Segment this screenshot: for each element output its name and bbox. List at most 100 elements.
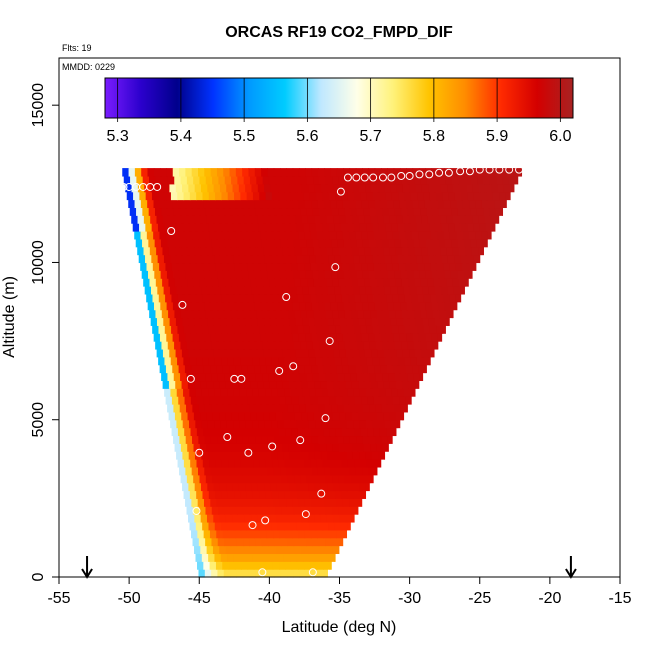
field-cell xyxy=(223,569,231,578)
field-cell xyxy=(229,435,237,444)
field-cell xyxy=(358,183,366,193)
field-cell xyxy=(436,262,444,271)
field-cell xyxy=(312,569,320,578)
field-cell xyxy=(217,404,225,413)
field-cell xyxy=(195,553,203,562)
field-cell xyxy=(192,506,200,515)
field-cell xyxy=(478,183,486,193)
field-cell xyxy=(371,451,379,460)
field-cell xyxy=(146,293,154,303)
field-cell xyxy=(217,537,225,547)
field-cell xyxy=(249,372,257,382)
field-cell xyxy=(157,223,165,232)
field-cell xyxy=(301,246,309,256)
field-cell xyxy=(229,199,237,209)
field-cell xyxy=(458,175,466,185)
field-cell xyxy=(226,419,234,429)
field-cell xyxy=(280,435,288,444)
field-cell xyxy=(232,348,240,358)
field-cell xyxy=(129,207,137,216)
field-cell xyxy=(359,254,367,264)
field-cell xyxy=(239,317,246,326)
field-cell xyxy=(364,215,372,224)
field-cell xyxy=(317,168,325,177)
field-cell xyxy=(236,270,244,279)
field-cell xyxy=(317,231,325,240)
field-cell xyxy=(318,238,326,248)
field-cell xyxy=(172,333,180,342)
field-cell xyxy=(319,506,326,515)
field-cell xyxy=(140,262,148,271)
field-cell xyxy=(273,333,281,342)
field-cell xyxy=(229,364,236,374)
field-cell xyxy=(384,451,386,460)
field-cell xyxy=(375,207,383,216)
field-cell xyxy=(304,231,312,240)
field-cell xyxy=(390,286,398,295)
field-cell xyxy=(317,333,325,342)
field-cell xyxy=(293,238,301,248)
field-cell xyxy=(200,545,208,555)
field-cell xyxy=(345,246,353,256)
field-cell xyxy=(308,451,316,460)
field-cell xyxy=(437,301,445,311)
field-cell xyxy=(446,215,454,224)
field-cell xyxy=(395,278,403,287)
field-cell xyxy=(291,459,299,468)
field-cell xyxy=(433,309,441,319)
field-cell xyxy=(400,404,408,413)
field-cell xyxy=(326,246,334,256)
field-cell xyxy=(343,435,351,444)
field-cell xyxy=(195,521,203,531)
field-cell xyxy=(191,364,199,374)
field-cell xyxy=(328,325,336,334)
field-cell xyxy=(287,537,295,547)
field-cell xyxy=(484,215,492,224)
field-cell xyxy=(383,215,391,224)
field-cell xyxy=(297,427,305,437)
field-cell xyxy=(311,333,319,342)
field-cell xyxy=(340,317,347,326)
field-cell xyxy=(180,175,188,185)
field-cell xyxy=(350,474,358,484)
field-cell xyxy=(332,175,339,185)
field-cell xyxy=(344,175,352,185)
field-cell xyxy=(442,293,450,303)
field-cell xyxy=(333,317,341,326)
field-cell xyxy=(330,498,338,507)
field-cell xyxy=(192,372,200,382)
field-cell xyxy=(270,286,278,295)
field-cell xyxy=(162,215,170,224)
field-cell xyxy=(192,238,200,248)
field-cell xyxy=(470,175,478,185)
field-cell xyxy=(251,317,259,326)
field-cell xyxy=(290,521,298,531)
field-cell xyxy=(383,246,391,256)
field-cell xyxy=(255,372,263,382)
field-cell xyxy=(246,388,254,397)
field-cell xyxy=(327,183,335,193)
colorbar-gradient xyxy=(104,77,574,119)
field-cell xyxy=(431,301,439,311)
field-cell xyxy=(323,498,331,507)
field-cell xyxy=(209,529,217,539)
field-cell xyxy=(376,411,384,421)
field-cell xyxy=(412,364,419,374)
field-cell xyxy=(387,333,395,342)
field-cell xyxy=(397,254,405,264)
field-cell xyxy=(346,482,354,492)
field-cell xyxy=(378,451,385,460)
field-cell xyxy=(302,254,310,264)
field-cell xyxy=(202,356,210,366)
field-cell xyxy=(183,459,191,468)
field-cell xyxy=(292,498,300,507)
field-cell xyxy=(265,325,273,334)
field-cell xyxy=(374,168,382,177)
field-cell xyxy=(287,207,295,216)
field-cell xyxy=(296,254,304,264)
field-cell xyxy=(214,419,222,429)
field-cell xyxy=(251,183,259,193)
field-cell xyxy=(353,223,361,232)
field-cell xyxy=(256,443,264,452)
field-cell xyxy=(318,537,326,547)
